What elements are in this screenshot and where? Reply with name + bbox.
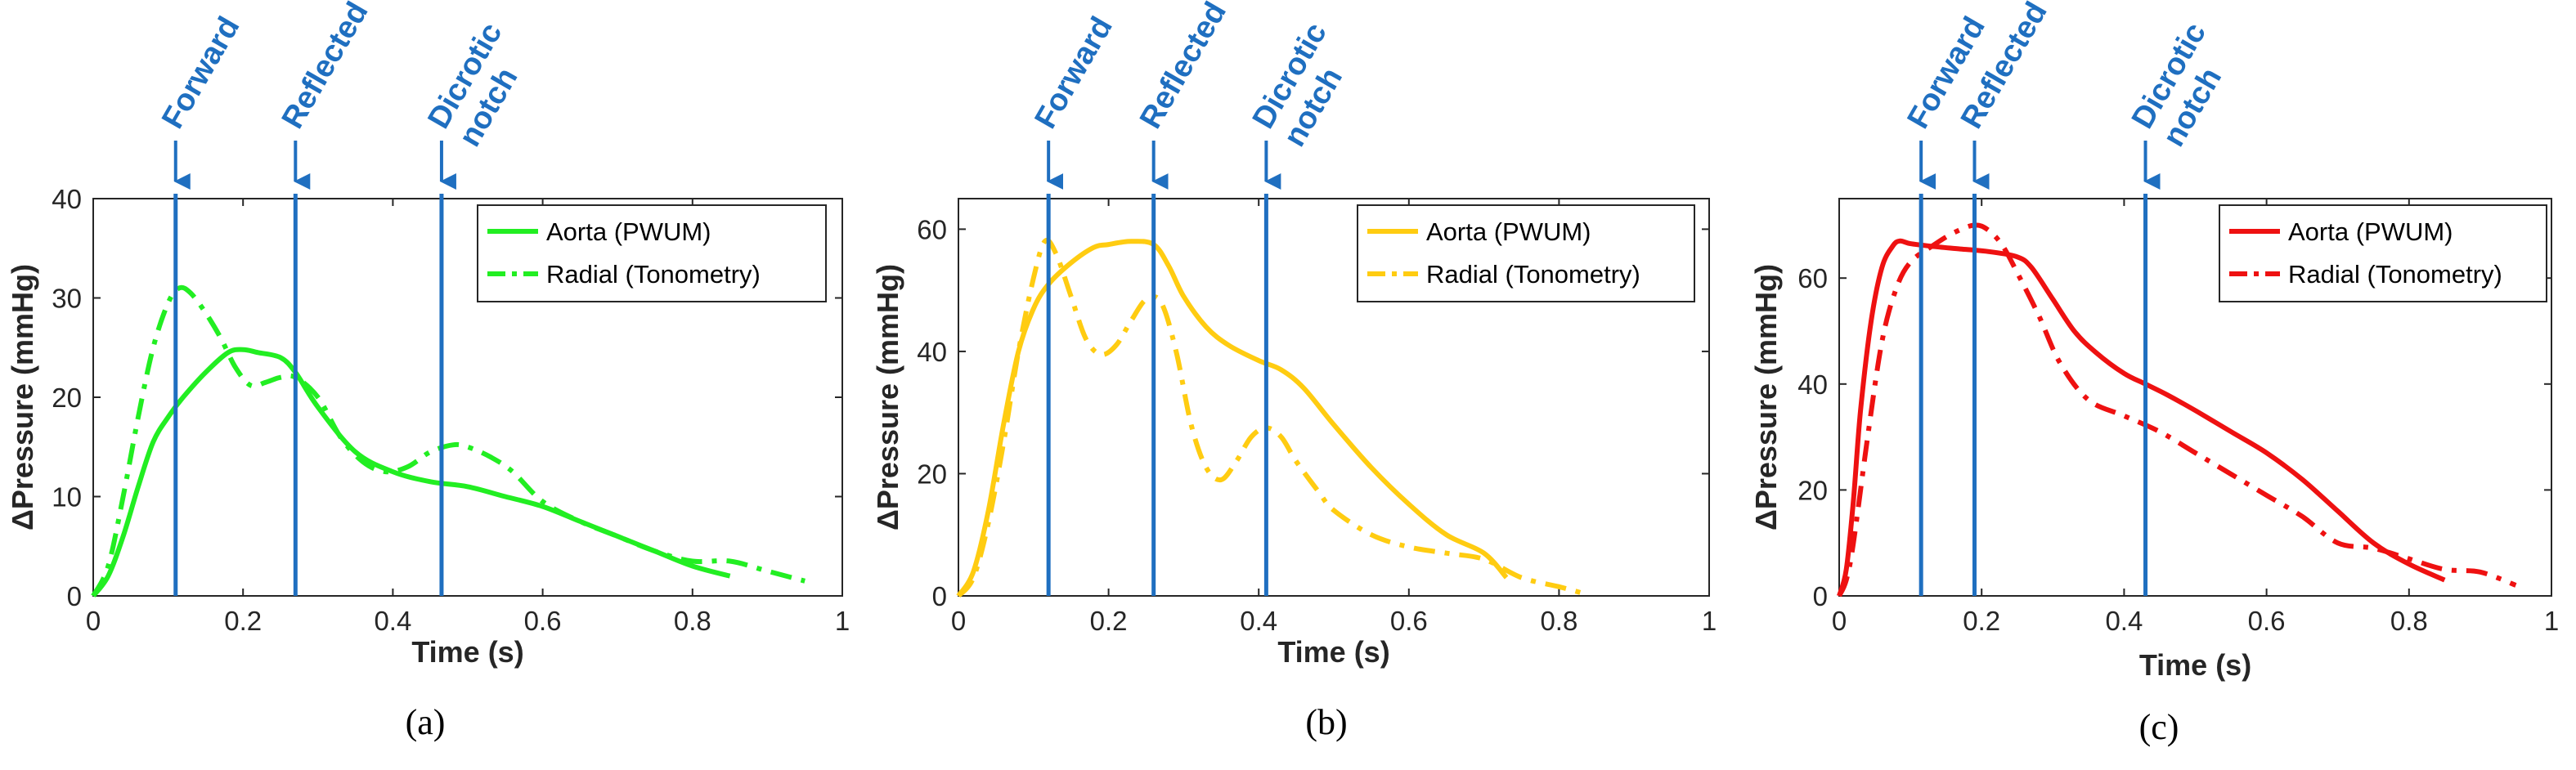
chart-panel-2: 0 0.2 0.4 0.6 0.8 1 0 20 40 60 Time (s) ΔPressure (… xyxy=(871,0,1717,742)
x-tick-label: 0 xyxy=(1832,606,1847,636)
chart-panel-3: 0 0.2 0.4 0.6 0.8 1 0 20 40 60 Time (s) ΔPressure (… xyxy=(1749,0,2559,747)
legend-entry-label: Radial (Tonometry) xyxy=(546,260,761,289)
y-axis-label: ΔPressure (mmHg) xyxy=(6,264,39,530)
y-tick-label: 0 xyxy=(67,581,82,611)
x-tick-label: 0.8 xyxy=(1540,606,1577,636)
x-tick-label: 0.8 xyxy=(674,606,711,636)
legend-entry-label: Aorta (PWUM) xyxy=(1426,217,1591,246)
legend-box xyxy=(1357,204,1695,302)
legend-entry-label: Radial (Tonometry) xyxy=(2288,260,2502,289)
y-tick-label: 10 xyxy=(52,482,82,513)
y-tick-label: 0 xyxy=(932,581,947,611)
x-tick-label: 0.6 xyxy=(2248,606,2286,636)
x-tick-label: 0.4 xyxy=(374,606,411,636)
y-axis-label: ΔPressure (mmHg) xyxy=(871,264,904,530)
marker-label-forward: Forward xyxy=(155,11,246,135)
legend: Aorta (PWUM) Radial (Tonometry) xyxy=(1357,204,1695,302)
y-tick-label: 40 xyxy=(1797,369,1828,400)
x-tick-label: 1 xyxy=(2544,606,2559,636)
panel-caption: (c) xyxy=(2139,707,2179,747)
legend-entry-label: Radial (Tonometry) xyxy=(1426,260,1640,289)
y-tick-label: 30 xyxy=(52,284,82,314)
y-tick-label: 40 xyxy=(52,184,82,214)
x-tick-label: 0.2 xyxy=(224,606,262,636)
legend: Aorta (PWUM) Radial (Tonometry) xyxy=(2219,204,2547,302)
x-tick-label: 0.4 xyxy=(1240,606,1277,636)
series-line-radial xyxy=(91,284,806,598)
y-tick-label: 60 xyxy=(1797,263,1828,293)
y-tick-label: 60 xyxy=(917,214,947,244)
series-line-radial xyxy=(956,238,1582,598)
x-axis-label: Time (s) xyxy=(411,635,523,669)
marker-label-reflected: Reflected xyxy=(276,0,375,134)
marker-label-dicrotic-notch: Dicroticnotch xyxy=(2125,17,2244,153)
marker-label-dicrotic-notch: Dicroticnotch xyxy=(1246,17,1365,153)
panel-caption: (b) xyxy=(1305,702,1347,742)
legend: Aorta (PWUM) Radial (Tonometry) xyxy=(477,204,827,302)
y-tick-label: 20 xyxy=(917,459,947,489)
marker-label-dicrotic-notch: Dicroticnotch xyxy=(421,17,540,153)
x-tick-label: 0.4 xyxy=(2105,606,2143,636)
y-tick-label: 40 xyxy=(917,337,947,367)
legend-box xyxy=(477,204,827,302)
series-line-aorta xyxy=(1837,238,2446,597)
x-tick-label: 1 xyxy=(1702,606,1717,636)
x-tick-label: 0.2 xyxy=(1090,606,1128,636)
y-tick-label: 20 xyxy=(52,383,82,413)
legend-box xyxy=(2219,204,2547,302)
x-axis-label: Time (s) xyxy=(1277,635,1389,669)
x-tick-label: 1 xyxy=(835,606,850,636)
legend-entry-label: Aorta (PWUM) xyxy=(2288,217,2453,246)
series-line-radial xyxy=(1837,222,2517,598)
x-axis-label: Time (s) xyxy=(2139,648,2251,682)
y-tick-label: 0 xyxy=(1813,581,1828,611)
x-tick-label: 0.6 xyxy=(524,606,562,636)
y-tick-label: 20 xyxy=(1797,475,1828,505)
x-tick-label: 0.8 xyxy=(2390,606,2428,636)
marker-label-forward: Forward xyxy=(1029,11,1120,135)
marker-label-line: Forward xyxy=(155,11,246,135)
y-axis-label: ΔPressure (mmHg) xyxy=(1749,264,1783,530)
marker-label-line: Reflected xyxy=(276,0,375,134)
marker-label-line: Forward xyxy=(1029,11,1120,135)
panel-caption: (a) xyxy=(406,702,446,742)
x-tick-label: 0.2 xyxy=(1963,606,2000,636)
x-tick-label: 0 xyxy=(951,606,966,636)
x-tick-label: 0 xyxy=(86,606,101,636)
marker-label-reflected: Reflected xyxy=(1133,0,1233,134)
marker-label-line: Reflected xyxy=(1133,0,1233,134)
x-tick-label: 0.6 xyxy=(1390,606,1428,636)
legend-entry-label: Aorta (PWUM) xyxy=(546,217,711,246)
